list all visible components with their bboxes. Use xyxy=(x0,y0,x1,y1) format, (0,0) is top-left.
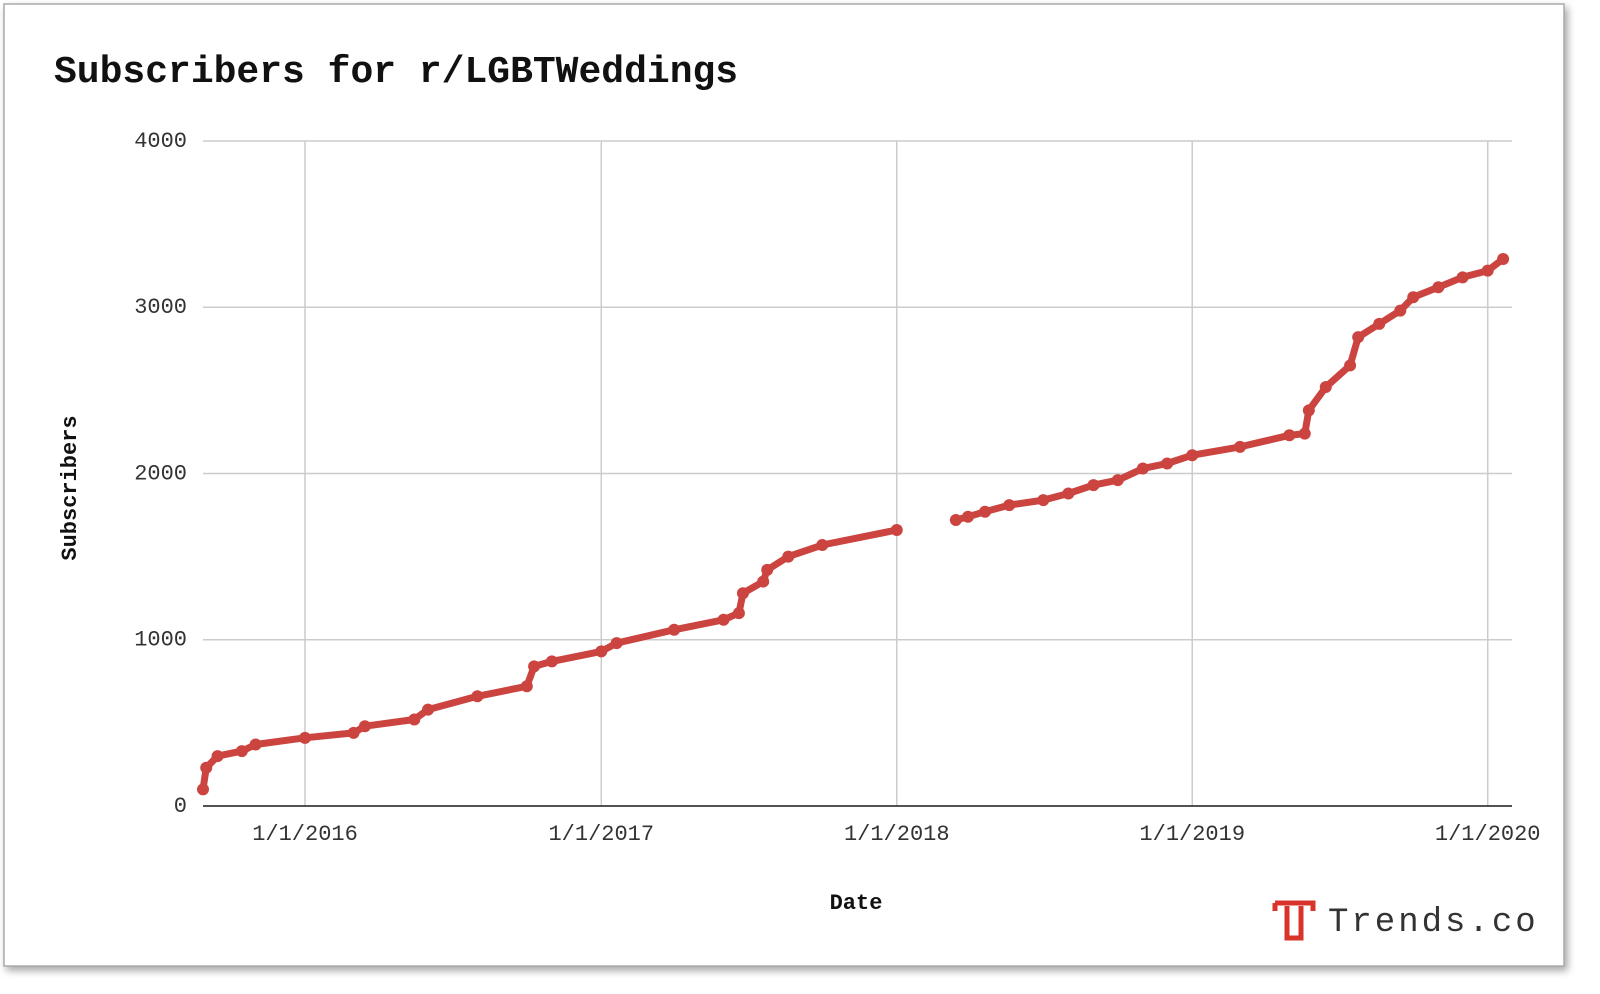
data-point xyxy=(1087,479,1100,492)
data-point xyxy=(211,750,224,763)
data-point xyxy=(471,690,484,703)
chart-title: Subscribers for r/LGBTWeddings xyxy=(54,51,738,94)
data-point xyxy=(1003,499,1016,512)
data-point xyxy=(1319,381,1332,394)
data-point xyxy=(358,720,371,733)
data-point xyxy=(347,726,360,739)
data-point xyxy=(610,637,623,650)
logo-icon xyxy=(1272,900,1316,941)
data-point xyxy=(249,738,262,751)
data-point xyxy=(1186,449,1199,462)
data-point xyxy=(1283,429,1296,442)
data-point xyxy=(545,655,558,668)
y-tick-label: 2000 xyxy=(134,461,187,486)
data-point xyxy=(595,645,608,658)
x-axis-label: Date xyxy=(830,891,883,916)
y-tick-label: 3000 xyxy=(134,295,187,320)
watermark: Trends.co xyxy=(1328,904,1539,942)
data-point xyxy=(1432,281,1445,294)
data-point xyxy=(890,524,903,537)
data-point xyxy=(235,745,248,758)
data-point xyxy=(197,783,209,796)
data-point xyxy=(408,713,421,726)
data-point xyxy=(1481,264,1494,277)
data-point xyxy=(668,623,681,636)
data-point xyxy=(962,510,974,523)
data-point xyxy=(200,761,213,774)
data-point xyxy=(1373,317,1386,330)
data-point xyxy=(1407,291,1420,304)
data-point xyxy=(1456,271,1469,284)
data-point xyxy=(1037,494,1050,507)
data-point xyxy=(761,563,774,576)
data-point xyxy=(528,660,541,673)
data-point xyxy=(1234,440,1246,453)
data-point xyxy=(736,587,749,600)
data-point xyxy=(1302,404,1315,417)
x-tick-label: 1/1/2019 xyxy=(1139,822,1245,847)
data-point xyxy=(422,703,435,716)
x-tick-label: 1/1/2016 xyxy=(252,822,358,847)
data-point xyxy=(299,731,311,744)
data-point xyxy=(1352,331,1365,344)
y-axis-label: Subscribers xyxy=(58,415,83,560)
data-point xyxy=(949,514,962,527)
data-point xyxy=(732,607,745,620)
data-point xyxy=(1497,253,1510,266)
data-point xyxy=(1298,427,1311,440)
data-point xyxy=(816,538,829,551)
data-point xyxy=(757,575,770,588)
y-tick-label: 1000 xyxy=(134,628,187,653)
x-tick-label: 1/1/2018 xyxy=(844,822,950,847)
data-point xyxy=(979,505,991,518)
data-point xyxy=(520,680,533,693)
data-point xyxy=(1394,304,1407,317)
data-point xyxy=(1161,457,1174,470)
data-point xyxy=(717,613,730,626)
data-point xyxy=(1136,462,1149,475)
y-tick-label: 4000 xyxy=(134,129,187,154)
data-point xyxy=(1344,359,1357,372)
data-point xyxy=(1062,487,1075,500)
y-tick-label: 0 xyxy=(174,794,187,819)
card xyxy=(3,3,1565,967)
x-tick-label: 1/1/2017 xyxy=(548,822,654,847)
x-tick-label: 1/1/2020 xyxy=(1435,822,1541,847)
data-point xyxy=(1111,474,1124,487)
data-point xyxy=(782,550,795,563)
